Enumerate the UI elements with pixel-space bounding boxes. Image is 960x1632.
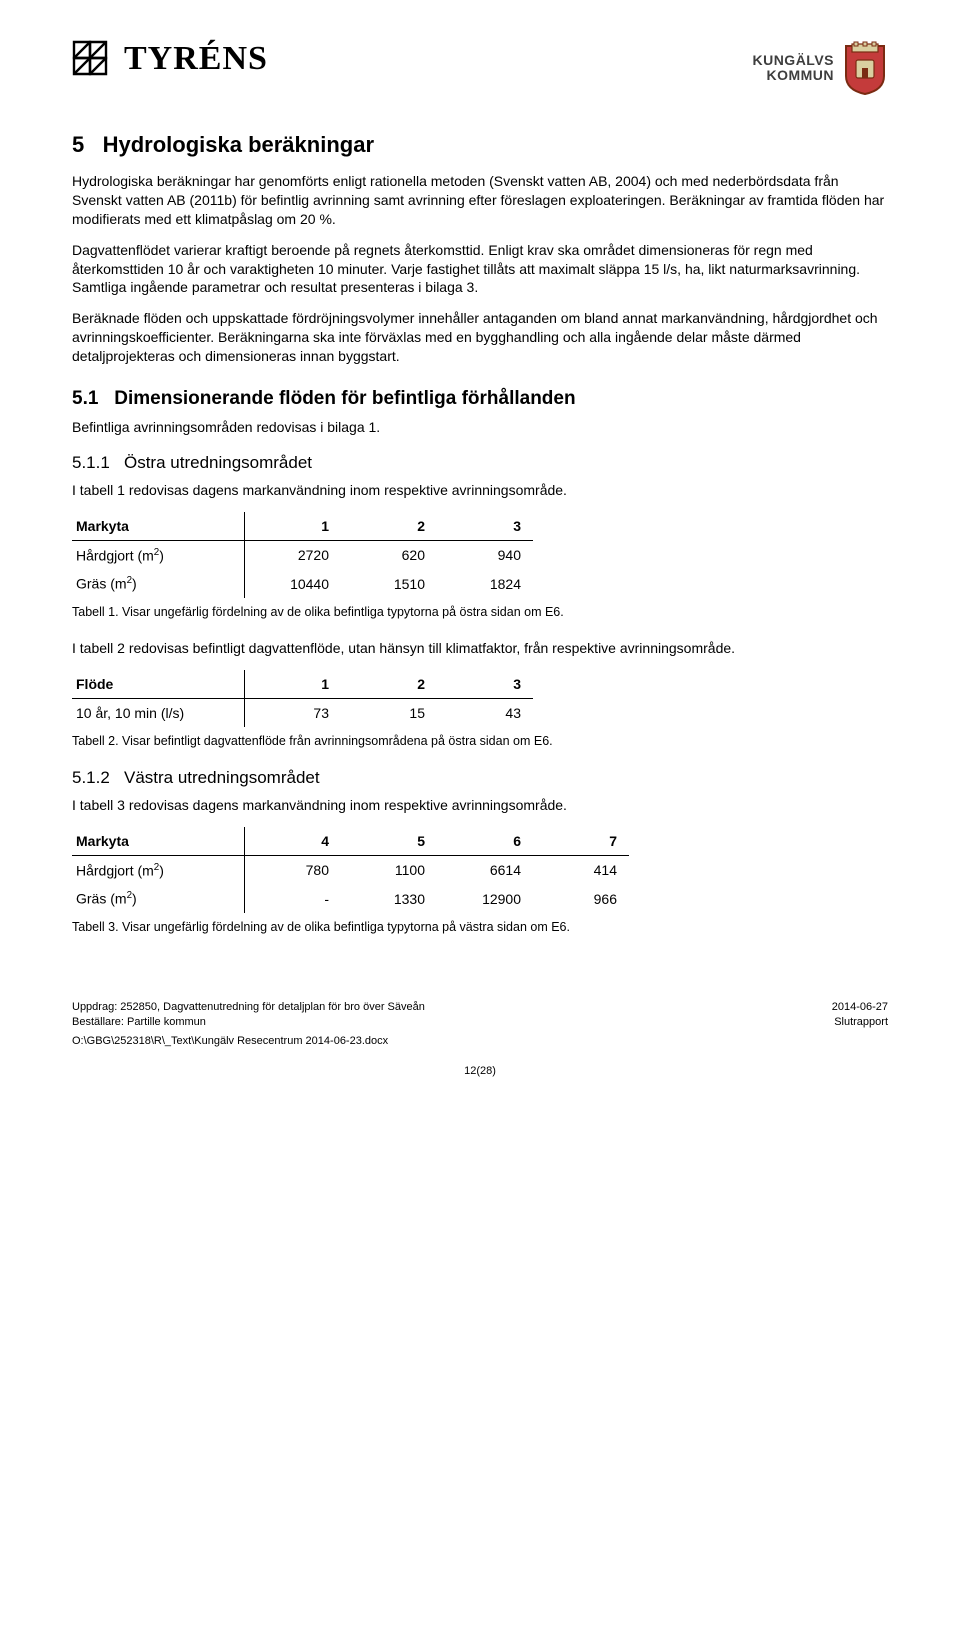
footer: Uppdrag: 252850, Dagvattenutredning för …: [72, 1000, 888, 1079]
table-row-label: Hårdgjort (m2): [72, 855, 245, 884]
footer-path: O:\GBG\252318\R\_Text\Kungälv Resecentru…: [72, 1034, 888, 1049]
table-cell: 940: [437, 540, 533, 569]
para-4: Befintliga avrinningsområden redovisas i…: [72, 418, 888, 437]
tyrens-logo: TYRÉNS: [72, 40, 268, 78]
para-7: I tabell 3 redovisas dagens markanvändni…: [72, 796, 888, 815]
table-cell: 1330: [341, 884, 437, 913]
footer-left-2: Beställare: Partille kommun: [72, 1015, 425, 1030]
kommun-logo: KUNGÄLVS KOMMUN: [752, 40, 888, 96]
table-header-col: 1: [245, 670, 342, 699]
tyrens-mark-icon: [72, 40, 116, 78]
heading-5-1: 5.1 Dimensionerande flöden för befintlig…: [72, 388, 888, 410]
table-header-label: Markyta: [72, 827, 245, 856]
table-cell: 10440: [245, 569, 342, 598]
para-5: I tabell 1 redovisas dagens markanvändni…: [72, 481, 888, 500]
page-header: TYRÉNS KUNGÄLVS KOMMUN: [72, 40, 888, 96]
heading-5-1-2: 5.1.2 Västra utredningsområdet: [72, 768, 888, 788]
table-row-label: 10 år, 10 min (l/s): [72, 698, 245, 727]
table-cell: 15: [341, 698, 437, 727]
table-row-label: Gräs (m2): [72, 569, 245, 598]
table-cell: 73: [245, 698, 342, 727]
para-3: Beräknade flöden och uppskattade fördröj…: [72, 309, 888, 366]
table-cell: 620: [341, 540, 437, 569]
table-header-label: Flöde: [72, 670, 245, 699]
table-header-col: 2: [341, 512, 437, 541]
caption-2: Tabell 2. Visar befintligt dagvattenflöd…: [72, 733, 888, 750]
table-cell: 2720: [245, 540, 342, 569]
table-header-col: 5: [341, 827, 437, 856]
table-cell: 780: [245, 855, 342, 884]
table-header-col: 4: [245, 827, 342, 856]
para-6: I tabell 2 redovisas befintligt dagvatte…: [72, 639, 888, 658]
kommun-line2: KOMMUN: [752, 68, 834, 83]
para-1: Hydrologiska beräkningar har genomförts …: [72, 172, 888, 229]
shield-icon: [842, 40, 888, 96]
table-2: Flöde123 10 år, 10 min (l/s)731543: [72, 670, 533, 727]
footer-right-1: 2014-06-27: [832, 1000, 888, 1015]
caption-3: Tabell 3. Visar ungefärlig fördelning av…: [72, 919, 888, 936]
table-row-label: Gräs (m2): [72, 884, 245, 913]
table-cell: 12900: [437, 884, 533, 913]
table-1: Markyta123 Hårdgjort (m2)2720620940 Gräs (…: [72, 512, 533, 598]
table-header-col: 6: [437, 827, 533, 856]
table-header-col: 3: [437, 512, 533, 541]
tyrens-logo-text: TYRÉNS: [124, 40, 268, 78]
footer-right-2: Slutrapport: [832, 1015, 888, 1030]
para-2: Dagvattenflödet varierar kraftigt beroen…: [72, 241, 888, 298]
kommun-line1: KUNGÄLVS: [752, 53, 834, 68]
table-cell: 966: [533, 884, 629, 913]
table-header-col: 2: [341, 670, 437, 699]
table-header-col: 3: [437, 670, 533, 699]
page-number: 12(28): [72, 1064, 888, 1079]
heading-5: 5 Hydrologiska beräkningar: [72, 132, 888, 158]
table-cell: 1824: [437, 569, 533, 598]
caption-1: Tabell 1. Visar ungefärlig fördelning av…: [72, 604, 888, 621]
table-header-col: 7: [533, 827, 629, 856]
table-header-col: 1: [245, 512, 342, 541]
table-cell: 414: [533, 855, 629, 884]
table-row-label: Hårdgjort (m2): [72, 540, 245, 569]
table-cell: -: [245, 884, 342, 913]
table-header-label: Markyta: [72, 512, 245, 541]
heading-5-1-1: 5.1.1 Östra utredningsområdet: [72, 453, 888, 473]
table-cell: 1510: [341, 569, 437, 598]
table-cell: 43: [437, 698, 533, 727]
table-cell: 1100: [341, 855, 437, 884]
table-cell: 6614: [437, 855, 533, 884]
table-3: Markyta4567 Hårdgjort (m2)78011006614414 G…: [72, 827, 629, 913]
footer-left-1: Uppdrag: 252850, Dagvattenutredning för …: [72, 1000, 425, 1015]
